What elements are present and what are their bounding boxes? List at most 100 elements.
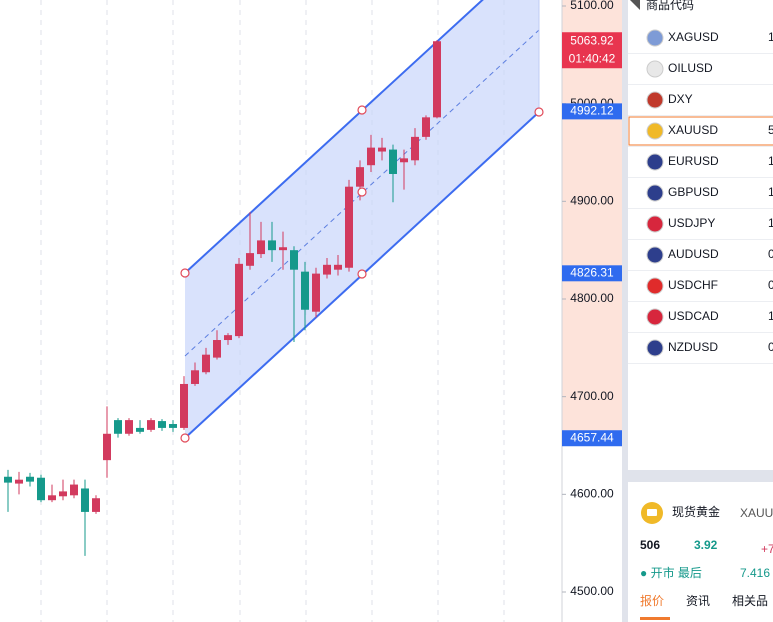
candle-body — [81, 488, 89, 512]
candle-body — [323, 264, 331, 275]
candle-body — [191, 370, 199, 384]
status-tail: 7.416 — [740, 566, 770, 580]
symbol[interactable]: USDJPY — [668, 216, 715, 230]
candle-body — [59, 491, 67, 497]
candle-body — [268, 240, 276, 251]
symbol-icon — [646, 91, 664, 109]
candle-body — [114, 420, 122, 434]
candle-body — [37, 477, 45, 501]
candle-body — [235, 263, 243, 337]
tab[interactable]: 资讯 — [686, 594, 710, 608]
candle-body — [356, 167, 364, 187]
symbol-icon — [646, 246, 664, 264]
divider — [622, 0, 628, 622]
candle-body — [257, 240, 265, 255]
price-main: 506 — [640, 538, 660, 552]
candle-body — [136, 427, 144, 432]
candle-body — [202, 354, 210, 373]
row-price: 1 — [768, 154, 773, 168]
candle-body — [158, 421, 166, 428]
symbol[interactable]: NZDUSD — [668, 340, 718, 354]
candle-body — [213, 340, 221, 358]
channel-label-bg — [562, 103, 622, 120]
candle-body — [70, 484, 78, 496]
symbol-icon — [646, 277, 664, 295]
symbol-icon — [646, 184, 664, 202]
symbol[interactable]: DXY — [668, 92, 693, 106]
watchlist-header: 商品代码 — [646, 0, 694, 12]
symbol[interactable]: XAUUSD — [668, 123, 718, 137]
channel-label: 4657.44 — [570, 430, 614, 444]
row-price: 1 — [768, 185, 773, 199]
candle-body — [147, 420, 155, 430]
tab[interactable]: 相关品 — [732, 594, 768, 608]
symbol-icon — [646, 339, 664, 357]
candle-body — [334, 264, 342, 270]
candle-body — [290, 250, 298, 270]
candle-body — [125, 420, 133, 434]
candle-body — [378, 147, 386, 152]
quote-symbol: XAUUS — [740, 506, 773, 520]
y-tick-label: 4900.00 — [570, 194, 614, 208]
quote-panel: 现货黄金 XAUUS 506 3.92 +7 ● 开市 最后 7.416 报价 … — [640, 502, 773, 620]
y-tick-label: 4800.00 — [570, 291, 614, 305]
candle-body — [345, 186, 353, 268]
symbol[interactable]: AUDUSD — [668, 247, 719, 261]
header-icon — [630, 0, 640, 10]
candle-body — [400, 158, 408, 163]
symbol-icon — [646, 308, 664, 326]
candle-body — [180, 383, 188, 428]
candle-body — [433, 41, 441, 118]
candle-body — [246, 253, 254, 266]
channel-label-bg — [562, 430, 622, 447]
symbol-icon — [646, 60, 664, 78]
candle-body — [103, 433, 111, 461]
channel-label: 4826.31 — [570, 265, 614, 279]
status: ● 开市 最后 — [640, 565, 702, 580]
symbol-icon — [646, 153, 664, 171]
row-price: 5 — [768, 123, 773, 137]
price-decimal: 3.92 — [694, 538, 718, 552]
symbol[interactable]: GBPUSD — [668, 185, 719, 199]
candle-body — [92, 498, 100, 512]
channel-handles — [180, 105, 544, 443]
row-price: 1 — [768, 30, 773, 44]
symbol-icon — [646, 122, 664, 140]
y-tick-label: 4500.00 — [570, 584, 614, 598]
row-selected — [628, 116, 773, 146]
candle-body — [312, 273, 320, 312]
candle-body — [279, 247, 287, 251]
candle-body — [367, 147, 375, 166]
quote-name: 现货黄金 — [672, 504, 720, 519]
divider — [628, 470, 773, 482]
channel-label: 4992.12 — [570, 104, 614, 118]
candle-body — [411, 136, 419, 161]
row-price: 1 — [768, 309, 773, 323]
countdown: 01:40:42 — [569, 51, 616, 65]
candle-body — [4, 476, 12, 483]
row-price: 0 — [768, 278, 773, 292]
channel — [184, 0, 540, 439]
candle-body — [169, 424, 177, 428]
candle-body — [224, 335, 232, 341]
candle-body — [48, 495, 56, 501]
candle-body — [301, 271, 309, 310]
symbol[interactable]: USDCAD — [668, 309, 719, 323]
row-price: 1 — [768, 216, 773, 230]
candle-body — [15, 479, 23, 484]
candle-body — [389, 149, 397, 174]
row-price: 0 — [768, 340, 773, 354]
row-price: 0 — [768, 247, 773, 261]
change: +7 — [761, 542, 773, 556]
tab[interactable]: 报价 — [640, 593, 664, 608]
symbol[interactable]: EURUSD — [668, 154, 719, 168]
symbol[interactable]: USDCHF — [668, 278, 718, 292]
last-price-bg — [562, 32, 622, 69]
symbol[interactable]: OILUSD — [668, 61, 713, 75]
symbol-icon — [646, 215, 664, 233]
symbol-icon — [646, 29, 664, 47]
symbol[interactable]: XAGUSD — [668, 30, 719, 44]
candle-body — [26, 476, 34, 482]
